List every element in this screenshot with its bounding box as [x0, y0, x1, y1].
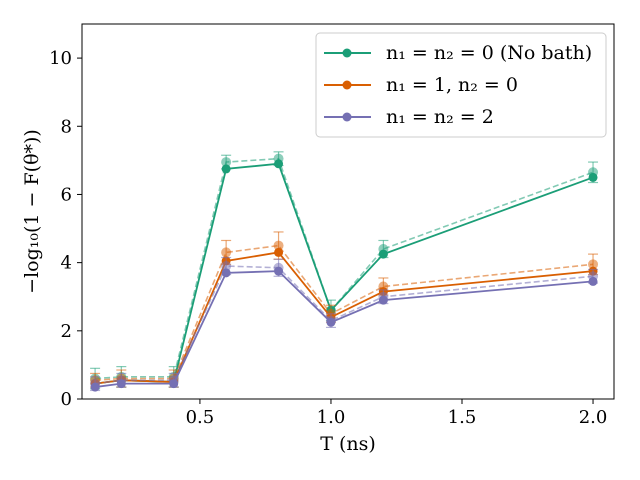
dashed-point: [221, 157, 232, 168]
x-tick-label: 1.5: [448, 407, 477, 428]
legend-box: [315, 32, 607, 138]
y-tick-label: 6: [61, 184, 72, 205]
data-point: [588, 276, 598, 286]
ticks-layer: 0.5 1.0 1.5 2.0 0 2 4 6 8 10: [49, 48, 607, 428]
dashed-point: [221, 261, 232, 272]
legend-marker: [342, 48, 352, 58]
data-point: [274, 266, 284, 276]
legend-label: n₁ = 1, n₂ = 0: [386, 74, 518, 96]
legend-marker: [342, 80, 352, 90]
y-tick-label: 0: [61, 389, 72, 410]
data-point: [90, 382, 100, 392]
data-point: [169, 379, 179, 389]
series-3: [90, 256, 599, 392]
y-tick-label: 10: [49, 48, 72, 69]
data-point: [326, 317, 336, 327]
series-dashed-line: [95, 244, 594, 382]
y-tick-label: 2: [61, 321, 72, 342]
y-tick-label: 8: [61, 116, 72, 137]
data-point: [378, 249, 388, 259]
series-line: [94, 162, 594, 385]
legend: n₁ = n₂ = 0 (No bath) n₁ = 1, n₂ = 0 n₁ = …: [315, 32, 607, 138]
series-layer: [90, 151, 599, 392]
series-1: [90, 151, 599, 390]
data-point: [274, 247, 284, 257]
dashed-point: [221, 247, 232, 258]
data-point: [274, 159, 284, 169]
data-point: [378, 295, 388, 305]
dashed-point: [273, 240, 284, 251]
data-point: [221, 164, 231, 174]
y-axis-label: −log₁₀(1 − F(θ*)): [21, 129, 43, 294]
x-tick-label: 1.0: [317, 407, 346, 428]
series-2: [90, 231, 599, 389]
series-dashed-line: [95, 157, 594, 380]
data-point: [116, 379, 126, 389]
x-tick-label: 2.0: [579, 407, 608, 428]
legend-label: n₁ = n₂ = 0 (No bath): [386, 42, 592, 64]
x-tick-label: 0.5: [186, 407, 215, 428]
x-axis-label: T (ns): [320, 433, 376, 455]
series-line: [94, 251, 594, 385]
data-point: [588, 172, 598, 182]
data-point: [221, 268, 231, 278]
legend-marker: [342, 112, 352, 122]
axes-frame: [81, 23, 615, 400]
y-tick-label: 4: [61, 253, 72, 274]
series-line: [94, 270, 594, 388]
legend-label: n₁ = n₂ = 2: [386, 106, 494, 128]
dashed-point: [588, 259, 599, 270]
series-dashed-line: [95, 265, 594, 385]
